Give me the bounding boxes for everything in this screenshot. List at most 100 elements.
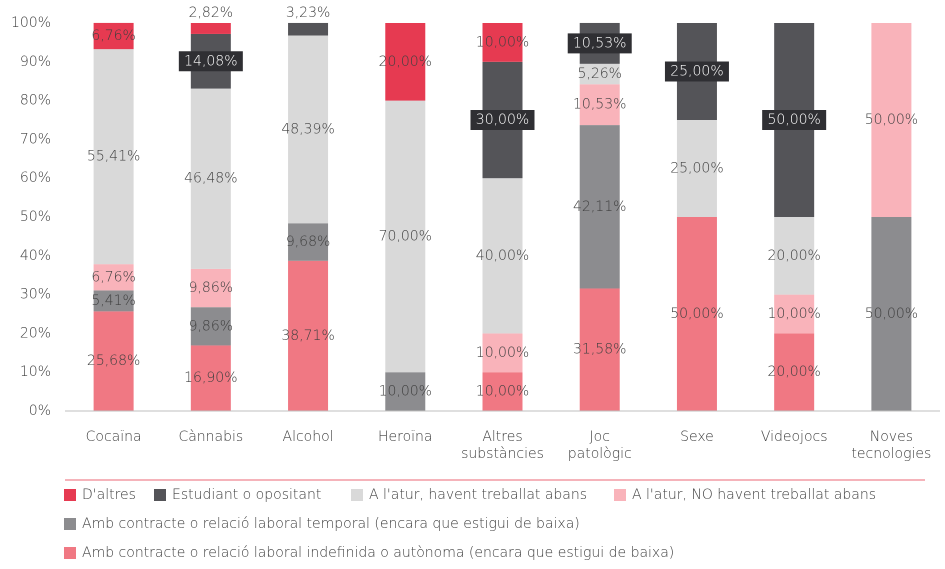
- data-label: 9,86%: [189, 280, 233, 296]
- data-label: 10,53%: [573, 35, 626, 51]
- data-label: 50,00%: [670, 306, 723, 322]
- data-label: 10,00%: [476, 345, 529, 361]
- bar-segment: [482, 372, 523, 411]
- bar-segment: [774, 333, 815, 411]
- legend-label: A l'atur, havent treballat abans: [369, 487, 587, 503]
- y-tick-label: 90%: [20, 54, 51, 70]
- y-tick-label: 40%: [20, 248, 51, 264]
- y-tick-label: 30%: [20, 287, 51, 303]
- label-box: [664, 61, 729, 82]
- y-tick-label: 60%: [20, 170, 51, 186]
- data-label: 38,71%: [281, 328, 334, 344]
- x-tick-label: Noves tecnologies: [851, 429, 931, 462]
- y-tick-label: 0%: [29, 403, 51, 419]
- bar-segment: [288, 223, 329, 261]
- bar-segment: [385, 372, 426, 411]
- data-label: 50,00%: [767, 112, 820, 128]
- bar-segment: [190, 23, 231, 34]
- bar-segment: [579, 125, 620, 289]
- data-label: 31,58%: [573, 342, 626, 358]
- bar-segment: [190, 307, 231, 346]
- legend-swatch: [351, 489, 363, 501]
- bar-segment: [288, 35, 329, 224]
- x-tick-line: Altres: [482, 429, 522, 445]
- data-label: 55,41%: [87, 149, 140, 165]
- y-tick-label: 10%: [20, 364, 51, 380]
- x-tick-label: Videojocs: [761, 429, 828, 445]
- label-box: [762, 110, 827, 130]
- bar-segment: [482, 333, 523, 373]
- data-label: 14,08%: [184, 53, 237, 69]
- x-tick-label: Cocaïna: [86, 429, 142, 445]
- x-tick-label: Altres substàncies: [461, 429, 544, 462]
- label-box: [178, 51, 243, 72]
- bar-segment: [482, 23, 523, 62]
- bar-segment: [871, 23, 912, 217]
- legend-label: A l'atur, NO havent treballat abans: [632, 487, 876, 503]
- legend-swatch: [64, 489, 76, 501]
- data-label: 2,82%: [189, 5, 233, 21]
- data-label: 16,90%: [184, 370, 237, 386]
- bar-segment: [871, 217, 912, 411]
- x-tick-line: patològic: [568, 446, 632, 462]
- bar-segment: [190, 268, 231, 308]
- bar-segment: [579, 288, 620, 411]
- x-tick-label: Sexe: [680, 429, 714, 445]
- y-tick-label: 50%: [20, 209, 51, 225]
- y-tick-label: 70%: [20, 131, 51, 147]
- x-tick-label: Alcohol: [283, 429, 334, 445]
- data-label: 3,23%: [286, 5, 330, 21]
- y-tick-label: 80%: [20, 93, 51, 109]
- bar-segment: [774, 217, 815, 295]
- bar-segment: [482, 178, 523, 334]
- bar-segment: [190, 88, 231, 269]
- data-label: 10,53%: [573, 97, 626, 113]
- data-label: 25,68%: [87, 353, 140, 369]
- legend-swatch: [154, 489, 166, 501]
- bar-segment: [288, 22, 329, 36]
- bar-segment: [676, 217, 717, 411]
- bar-segment: [288, 260, 329, 411]
- legend-swatch: [64, 547, 76, 559]
- data-label: 42,11%: [573, 199, 626, 215]
- x-tick-label: Joc patològic: [568, 429, 632, 462]
- legend-label: Estudiant o opositant: [172, 487, 321, 503]
- data-label: 25,00%: [670, 64, 723, 80]
- data-label: 50,00%: [865, 112, 918, 128]
- data-label: 9,68%: [286, 234, 330, 250]
- y-tick-label: 100%: [11, 15, 51, 31]
- data-label: 5,41%: [91, 293, 135, 309]
- bar-segment: [579, 84, 620, 126]
- data-label: 25,00%: [670, 161, 723, 177]
- label-box: [470, 110, 535, 130]
- y-tick-label: 20%: [20, 325, 51, 341]
- legend-swatch: [64, 518, 76, 530]
- x-tick-label: Heroïna: [378, 429, 433, 445]
- data-label: 5,26%: [577, 66, 621, 82]
- bar-segment: [774, 294, 815, 334]
- legend-label: Amb contracte o relació laboral temporal…: [82, 516, 580, 532]
- x-tick-line: tecnologies: [851, 446, 931, 462]
- data-label: 20,00%: [767, 364, 820, 380]
- data-label: 10,00%: [476, 34, 529, 50]
- label-box: [567, 33, 632, 54]
- data-label: 6,76%: [91, 269, 135, 285]
- legend-label: Amb contracte o relació laboral indefini…: [82, 545, 674, 561]
- x-tick-line: Joc: [590, 429, 610, 445]
- data-label: 40,00%: [476, 248, 529, 264]
- data-label: 10,00%: [379, 384, 432, 400]
- data-label: 20,00%: [379, 54, 432, 70]
- bar-segment: [93, 290, 134, 312]
- x-tick-line: Noves: [870, 429, 913, 445]
- bar-segment: [579, 63, 620, 85]
- bar-segment: [676, 120, 717, 217]
- data-label: 48,39%: [281, 121, 334, 137]
- legend-swatch: [614, 489, 626, 501]
- bar-segment: [93, 264, 134, 291]
- data-label: 9,86%: [189, 318, 233, 334]
- legend-label: D'altres: [82, 487, 136, 503]
- data-label: 70,00%: [379, 228, 432, 244]
- bar-segment: [190, 345, 231, 411]
- bar-segment: [93, 49, 134, 265]
